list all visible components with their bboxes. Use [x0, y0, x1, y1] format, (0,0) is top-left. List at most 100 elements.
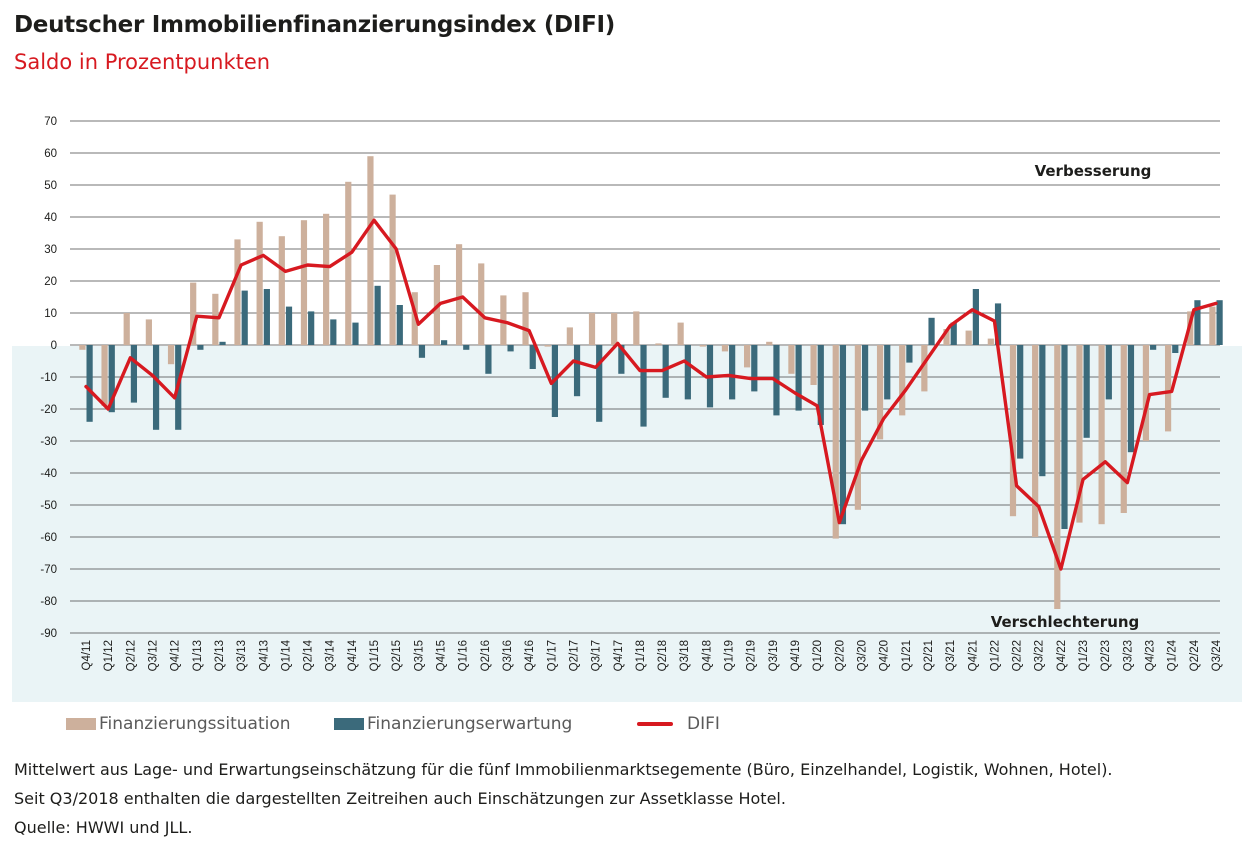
bar-finanzierungssituation	[899, 345, 906, 416]
x-tick-label: Q4/16	[524, 640, 536, 671]
bar-finanzierungssituation	[1098, 345, 1105, 525]
x-tick-label: Q2/14	[303, 639, 315, 671]
y-tick-label: -30	[40, 436, 57, 448]
bar-finanzierungssituation	[854, 345, 861, 510]
x-tick-label: Q4/19	[790, 640, 802, 671]
bar-finanzierungserwartung	[1105, 345, 1112, 400]
x-tick-label: Q4/18	[701, 640, 713, 671]
bar-finanzierungssituation	[167, 345, 175, 365]
bar-finanzierungssituation	[300, 220, 308, 345]
x-tick-label: Q1/12	[103, 640, 115, 671]
bar-finanzierungserwartung	[507, 345, 514, 352]
y-tick-label: 30	[44, 244, 57, 256]
x-tick-label: Q2/12	[125, 640, 137, 671]
bar-finanzierungserwartung	[418, 345, 426, 358]
bar-finanzierungssituation	[1032, 345, 1039, 537]
bar-finanzierungssituation	[1054, 345, 1061, 609]
bar-finanzierungssituation	[278, 236, 285, 345]
bar-finanzierungssituation	[1209, 306, 1216, 345]
legend-item-situation: Finanzierungssituation	[66, 714, 291, 734]
x-tick-label: Q2/15	[391, 640, 403, 671]
bar-finanzierungserwartung	[1194, 300, 1201, 345]
x-tick-label: Q2/23	[1100, 640, 1112, 671]
note-line-3: Quelle: HWWI und JLL.	[14, 818, 193, 837]
x-tick-label: Q1/21	[901, 640, 913, 671]
bar-finanzierungserwartung	[906, 345, 913, 363]
bar-finanzierungserwartung	[861, 345, 869, 411]
bar-finanzierungssituation	[788, 345, 795, 374]
x-tick-label: Q4/23	[1145, 640, 1157, 671]
bar-finanzierungserwartung	[285, 306, 293, 345]
bar-finanzierungserwartung	[640, 345, 647, 427]
annotation-verbesserung: Verbesserung	[1035, 162, 1152, 180]
difi-line	[84, 218, 1218, 571]
bar-finanzierungserwartung	[573, 345, 581, 397]
x-tick-label: Q1/19	[724, 640, 736, 671]
bar-finanzierungserwartung	[108, 345, 115, 413]
y-tick-label: 20	[44, 276, 57, 288]
bar-finanzierungserwartung	[374, 285, 381, 345]
x-tick-label: Q4/21	[967, 640, 979, 671]
x-tick-label: Q1/16	[458, 640, 470, 671]
bar-finanzierungserwartung	[308, 311, 315, 345]
bar-finanzierungssituation	[389, 194, 396, 345]
bar-finanzierungssituation	[256, 221, 263, 345]
x-tick-label: Q2/24	[1189, 639, 1201, 671]
bar-finanzierungserwartung	[1127, 345, 1135, 453]
bar-finanzierungssituation	[655, 343, 662, 345]
x-tick-label: Q3/24	[1211, 639, 1223, 671]
bar-finanzierungserwartung	[729, 345, 736, 400]
x-tick-label: Q1/17	[546, 640, 558, 671]
bar-finanzierungssituation	[744, 345, 751, 368]
bar-finanzierungserwartung	[994, 303, 1002, 345]
bar-finanzierungssituation	[832, 345, 839, 539]
bar-finanzierungserwartung	[928, 317, 935, 345]
legend-item-difi: DIFI	[637, 714, 720, 734]
bar-finanzierungserwartung	[152, 345, 160, 430]
x-tick-label: Q3/16	[502, 640, 514, 671]
legend-swatch-erwartung	[334, 718, 364, 730]
bar-finanzierungserwartung	[263, 289, 270, 345]
x-tick-label: Q4/14	[347, 639, 359, 671]
bar-finanzierungserwartung	[86, 345, 93, 422]
bar-finanzierungssituation	[411, 292, 418, 345]
bar-finanzierungssituation	[721, 345, 729, 352]
x-tick-label: Q3/19	[768, 640, 780, 671]
bar-finanzierungserwartung	[1083, 345, 1090, 438]
x-tick-label: Q3/22	[1034, 640, 1046, 671]
bar-finanzierungserwartung	[441, 340, 448, 345]
bar-finanzierungserwartung	[817, 345, 824, 425]
bar-finanzierungserwartung	[839, 345, 847, 525]
bar-finanzierungserwartung	[1017, 345, 1024, 459]
bar-finanzierungserwartung	[529, 345, 536, 369]
bar-finanzierungssituation	[212, 293, 219, 345]
x-tick-label: Q2/21	[923, 640, 935, 671]
bar-finanzierungssituation	[677, 322, 684, 345]
bar-layer	[79, 156, 1223, 609]
x-tick-label: Q1/22	[989, 640, 1001, 671]
bar-finanzierungssituation	[699, 345, 706, 347]
bar-finanzierungssituation	[965, 330, 972, 345]
bar-finanzierungserwartung	[396, 305, 403, 345]
bar-finanzierungssituation	[1120, 345, 1127, 513]
bar-finanzierungssituation	[921, 345, 928, 392]
x-tick-label: Q4/13	[258, 640, 270, 671]
x-tick-label: Q3/12	[147, 640, 159, 671]
bar-finanzierungssituation	[79, 345, 86, 350]
x-tick-label: Q1/24	[1167, 639, 1179, 671]
bar-finanzierungssituation	[234, 239, 241, 345]
bar-finanzierungserwartung	[950, 322, 957, 345]
chart-title: Deutscher Immobilienfinanzierungsindex (…	[14, 12, 615, 38]
difi-line-layer	[84, 218, 1218, 571]
bar-finanzierungssituation	[943, 329, 950, 345]
bar-finanzierungserwartung	[1172, 345, 1179, 353]
y-tick-label: -40	[40, 468, 57, 480]
bar-finanzierungserwartung	[219, 341, 226, 345]
bar-finanzierungssituation	[544, 345, 551, 347]
legend-swatch-difi	[637, 722, 673, 726]
x-tick-label: Q1/20	[812, 640, 824, 671]
bar-finanzierungssituation	[478, 263, 485, 345]
bar-finanzierungssituation	[766, 341, 773, 345]
bar-finanzierungserwartung	[130, 345, 138, 403]
bar-finanzierungserwartung	[884, 345, 891, 400]
